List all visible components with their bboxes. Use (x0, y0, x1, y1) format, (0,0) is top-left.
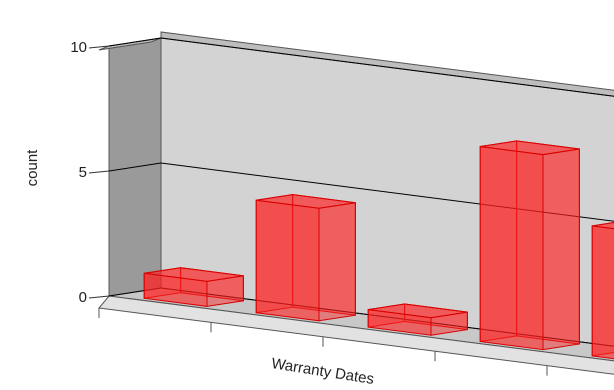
y-tick-0 (88, 295, 110, 299)
bar-side-face (542, 148, 580, 351)
gridline-back-0 (160, 287, 614, 347)
bar-4 (591, 222, 614, 360)
y-tick-label: 0 (79, 289, 87, 306)
bar-top-face (592, 222, 614, 230)
y-tick-label: 10 (70, 39, 87, 56)
y-tick-1 (88, 170, 110, 174)
x-axis-label: Warranty Dates (270, 355, 375, 388)
gridline-left-1 (108, 162, 162, 172)
bar-front-face (367, 309, 432, 336)
bar-front-face (143, 272, 208, 307)
bar-front-face (591, 225, 614, 360)
y-axis-label: count (24, 149, 41, 187)
bar-front-face (479, 145, 544, 351)
bar-1 (255, 194, 356, 322)
bar-0 (143, 267, 244, 307)
floor-edge (98, 295, 614, 375)
x-axis (98, 308, 548, 376)
y-tick-2 (88, 45, 110, 49)
gridline-back-1 (160, 162, 614, 222)
bar-2 (367, 303, 468, 336)
gridline-back-2 (160, 37, 614, 97)
bars (143, 140, 614, 360)
y-axis: 0 5 10 (70, 39, 110, 306)
y-tick-label: 5 (79, 164, 87, 181)
bar-front-face (255, 199, 320, 322)
bar-3 (479, 140, 580, 351)
gridline-left-2 (108, 37, 162, 47)
bar-side-face (318, 202, 356, 322)
